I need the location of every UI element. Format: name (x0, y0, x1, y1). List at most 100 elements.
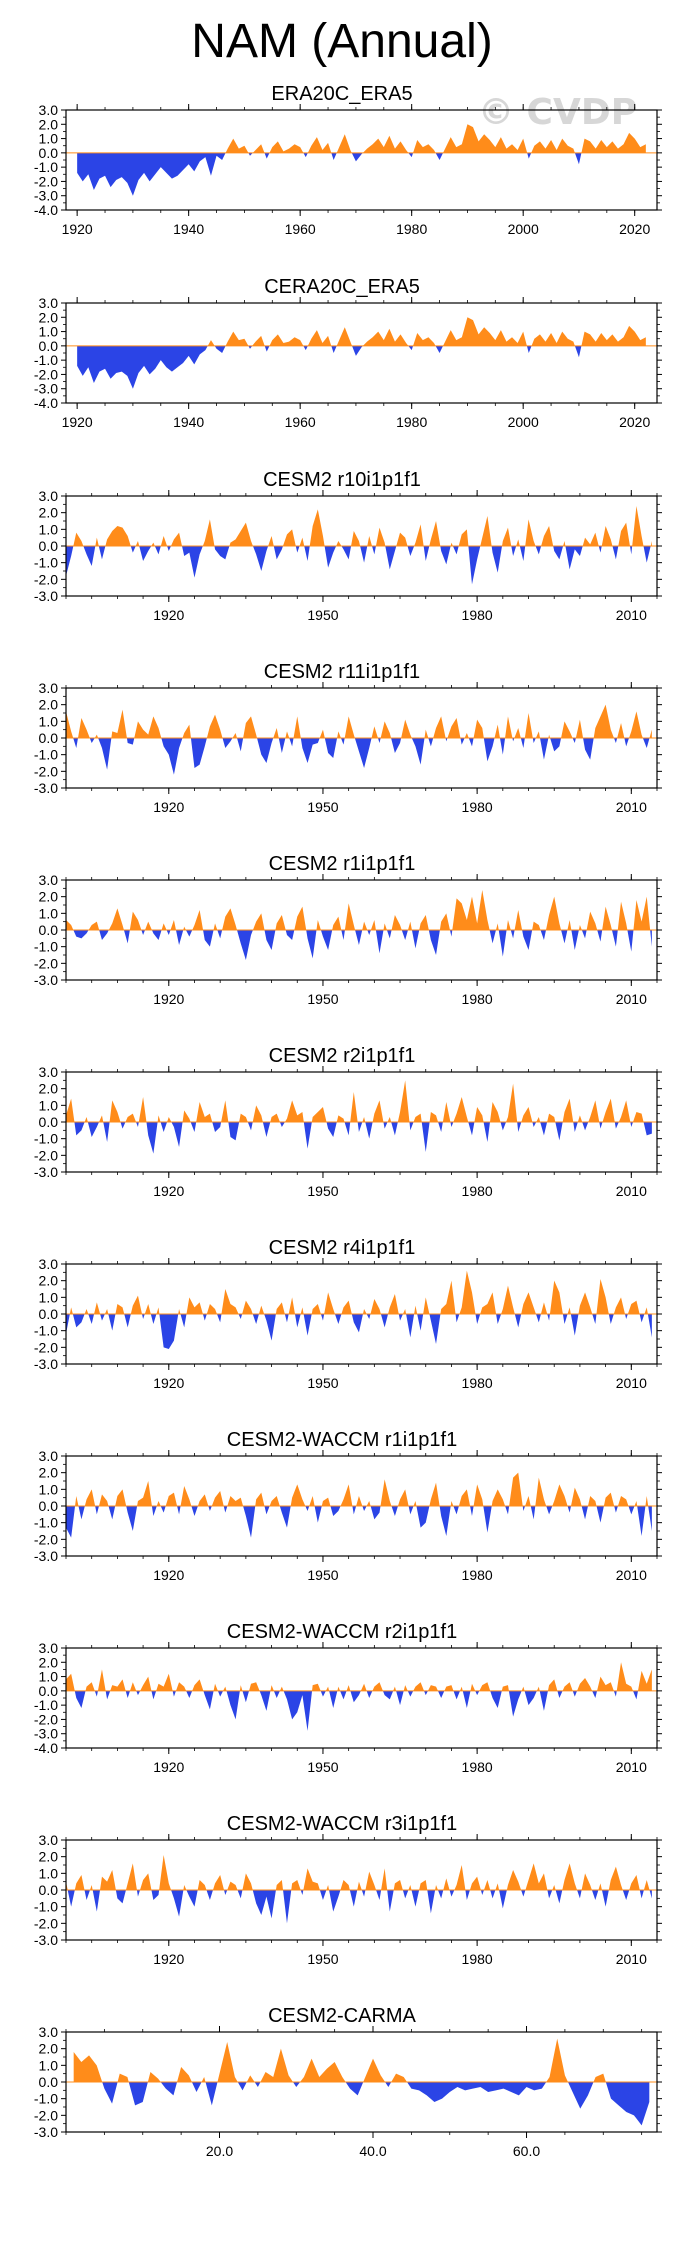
y-tick-label: -1.0 (34, 1697, 58, 1713)
chart-title: CESM2 r1i1p1f1 (269, 853, 416, 875)
x-tick-label: 2000 (508, 221, 539, 237)
y-tick-label: -3.0 (34, 2124, 58, 2140)
y-tick-label: -3.0 (34, 1932, 58, 1948)
chart-title: CESM2-WACCM r3i1p1f1 (227, 1813, 457, 1835)
y-tick-label: 1.0 (39, 713, 59, 729)
negative-area (74, 1690, 638, 1731)
chart-svg: CESM2 r11i1p1f1 3.02.01.00.0-1.0-2.0-3.0 1… (34, 661, 662, 815)
x-tick-label: 2010 (616, 1567, 647, 1583)
x-tick-label: 1920 (153, 991, 184, 1007)
x-tick-label: 2010 (616, 1183, 647, 1199)
negative-area (66, 1890, 652, 1924)
x-tick-label: 1980 (462, 1567, 493, 1583)
y-tick-label: 1.0 (39, 521, 59, 537)
chart-panel: CESM2-CARMA 3.0 2.0 1.0 0.0 -1.0 -2.0 -3.0 20.0 4… (0, 1996, 684, 2186)
x-tick-label: 2010 (616, 1759, 647, 1775)
y-tick-label: 0.0 (39, 1882, 59, 1898)
y-tick-label: -4.0 (34, 395, 58, 411)
y-tick-label: -2.0 (34, 1147, 58, 1163)
y-tick-label: 2.0 (39, 1849, 59, 1865)
y-tick-label: -3.0 (34, 780, 58, 796)
x-tick-label: 40.0 (359, 2143, 386, 2159)
y-tick-label: 3.0 (39, 1256, 59, 1272)
y-tick-label: 1.0 (39, 1481, 59, 1497)
y-tick-label: -2.0 (34, 1711, 58, 1727)
x-tick-label: 1960 (285, 221, 316, 237)
y-tick-label: 3.0 (39, 1832, 59, 1848)
y-tick-label: -3.0 (34, 381, 58, 397)
y-tick-label: 2.0 (39, 116, 59, 132)
x-tick-label: 1920 (153, 1567, 184, 1583)
y-tick-label: 3.0 (39, 102, 59, 118)
y-tick-label: -2.0 (34, 1339, 58, 1355)
y-tick-label: 1.0 (39, 905, 59, 921)
x-tick-label: 1950 (307, 1567, 338, 1583)
x-tick-label: 1920 (62, 221, 93, 237)
chart-title: CESM2-WACCM r2i1p1f1 (227, 1621, 457, 1643)
y-tick-label: -4.0 (34, 202, 58, 218)
x-tick-label: 1960 (285, 414, 316, 430)
y-tick-label: -4.0 (34, 1740, 58, 1756)
x-tick-label: 1980 (462, 991, 493, 1007)
chart-panel: CESM2-WACCM r3i1p1f1 3.0 2.0 1.0 0.0 -1.0 -2.0… (0, 1804, 684, 1994)
y-tick-label: 2.0 (39, 505, 59, 521)
y-tick-label: 2.0 (39, 1654, 59, 1670)
cvdp-watermark: © CVDP (478, 92, 638, 133)
negative-area (66, 738, 652, 775)
x-tick-label: 1950 (307, 991, 338, 1007)
y-tick-label: 1.0 (39, 1669, 59, 1685)
y-tick-label: 0.0 (39, 922, 59, 938)
chart-svg: CESM2 r1i1p1f1 3.02.01.00.0-1.0-2.0-3.0 19… (34, 853, 662, 1007)
chart-title: CESM2 r4i1p1f1 (269, 1237, 416, 1259)
y-tick-label: 0.0 (39, 538, 59, 554)
y-tick-label: 1.0 (39, 1865, 59, 1881)
y-tick-label: 2.0 (39, 1465, 59, 1481)
y-tick-label: -2.0 (34, 1915, 58, 1931)
y-tick-label: -3.0 (34, 1356, 58, 1372)
positive-area (66, 1270, 652, 1314)
chart-title: CESM2 r2i1p1f1 (269, 1045, 416, 1067)
chart-svg: CESM2-WACCM r3i1p1f1 3.02.01.00.0-1.0-2.0… (34, 1813, 662, 1967)
y-tick-label: -2.0 (34, 571, 58, 587)
y-tick-label: -3.0 (34, 588, 58, 604)
chart-panel: CESM2-WACCM r2i1p1f1 3.0 2.0 1.0 0.0 -1.0 -2.0… (0, 1612, 684, 1802)
y-tick-label: -3.0 (34, 972, 58, 988)
y-tick-label: -3.0 (34, 1548, 58, 1564)
positive-area (66, 506, 652, 546)
chart-svg: CESM2-CARMA 3.02.01.00.0-1.0-2.0-3.0 20.0 4… (34, 2005, 662, 2159)
chart-panel: CESM2 r1i1p1f1 3.0 2.0 1.0 0.0 -1.0 -2.0 -3.0 19… (0, 844, 684, 1034)
x-tick-label: 1920 (153, 1183, 184, 1199)
y-tick-label: 0.0 (39, 2074, 59, 2090)
negative-area (66, 1122, 652, 1154)
x-tick-label: 1940 (173, 221, 204, 237)
x-tick-label: 2010 (616, 799, 647, 815)
y-tick-label: -3.0 (34, 1164, 58, 1180)
chart-title: CESM2-CARMA (268, 2005, 416, 2027)
chart-svg: CESM2 r10i1p1f1 3.02.01.00.0-1.0-2.0-3.0 1… (34, 469, 662, 623)
y-tick-label: -1.0 (34, 159, 58, 175)
chart-title: CESM2-WACCM r1i1p1f1 (227, 1429, 457, 1451)
negative-area (66, 1314, 652, 1349)
y-tick-label: 3.0 (39, 680, 59, 696)
y-tick-label: 2.0 (39, 1081, 59, 1097)
chart-title: CESM2 r11i1p1f1 (264, 661, 420, 683)
x-tick-label: 1980 (462, 1759, 493, 1775)
plot-frame (65, 1647, 658, 1749)
x-tick-label: 1950 (307, 1183, 338, 1199)
chart-title: CERA20C_ERA5 (264, 276, 420, 298)
x-tick-label: 1950 (307, 799, 338, 815)
x-tick-label: 1950 (307, 1951, 338, 1967)
y-tick-label: 0.0 (39, 338, 59, 354)
y-tick-label: 2.0 (39, 697, 59, 713)
y-tick-label: -2.0 (34, 173, 58, 189)
y-tick-label: -1.0 (34, 1515, 58, 1531)
x-tick-label: 2010 (616, 1951, 647, 1967)
y-tick-label: 2.0 (39, 309, 59, 325)
x-tick-label: 1980 (462, 607, 493, 623)
chart-panel: ERA20C_ERA5 3.0 2.0 1.0 0.0 -1.0 -2.0 -3.0 -4.0 1… (0, 74, 684, 264)
y-tick-label: 0.0 (39, 145, 59, 161)
y-tick-label: 0.0 (39, 1683, 59, 1699)
x-tick-label: 2010 (616, 1375, 647, 1391)
y-tick-label: 3.0 (39, 872, 59, 888)
chart-panel: CESM2-WACCM r1i1p1f1 3.0 2.0 1.0 0.0 -1.0 -2.0… (0, 1420, 684, 1610)
